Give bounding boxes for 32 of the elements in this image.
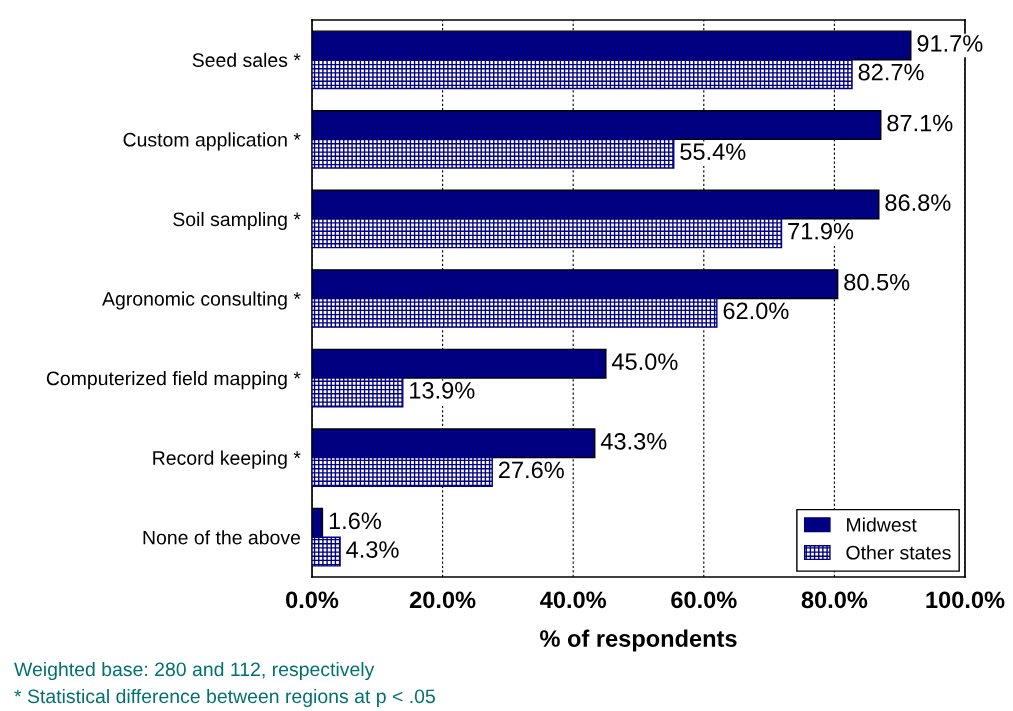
y-tick-label: None of the above [143,530,301,545]
x-tick-label: 20.0% [409,591,476,609]
data-label: 71.9% [788,222,854,240]
data-label: 4.3% [346,541,399,558]
data-label: 91.7% [917,35,983,52]
y-tick-label: Soil sampling * [173,211,301,231]
data-label: 27.6% [498,461,564,479]
x-axis-title: % of respondents [540,629,737,652]
data-label: 82.7% [858,63,924,81]
data-label: 1.6% [329,512,381,530]
x-tick-label: 100.0% [926,591,1005,609]
data-label: 45.0% [611,353,678,371]
x-tick-label: 40.0% [540,591,607,609]
data-label: 80.5% [844,273,910,291]
legend-label: Midwest [847,517,917,532]
data-label: 87.1% [887,114,953,132]
x-tick-label: 60.0% [671,591,737,609]
data-label: 43.3% [600,432,667,450]
data-label: 86.8% [885,194,951,211]
x-tick-label: 80.0% [801,591,868,609]
legend-label: Other states [846,545,951,560]
y-tick-label: Computerized field mapping * [46,371,301,390]
y-tick-label: Agronomic consulting * [102,291,301,310]
y-tick-label: Custom application * [123,132,301,151]
text: Weighted base: 280 and 112, respectively [14,661,375,681]
data-label: 13.9% [410,382,475,399]
text: * Statistical difference between regions at p < .05 [14,688,435,708]
y-tick-label: Record keeping * [153,450,301,469]
y-tick-label: Seed sales * [192,52,301,68]
data-label: 62.0% [723,302,789,320]
data-label: 55.4% [680,143,746,161]
x-tick-label: 0.0% [286,591,339,609]
